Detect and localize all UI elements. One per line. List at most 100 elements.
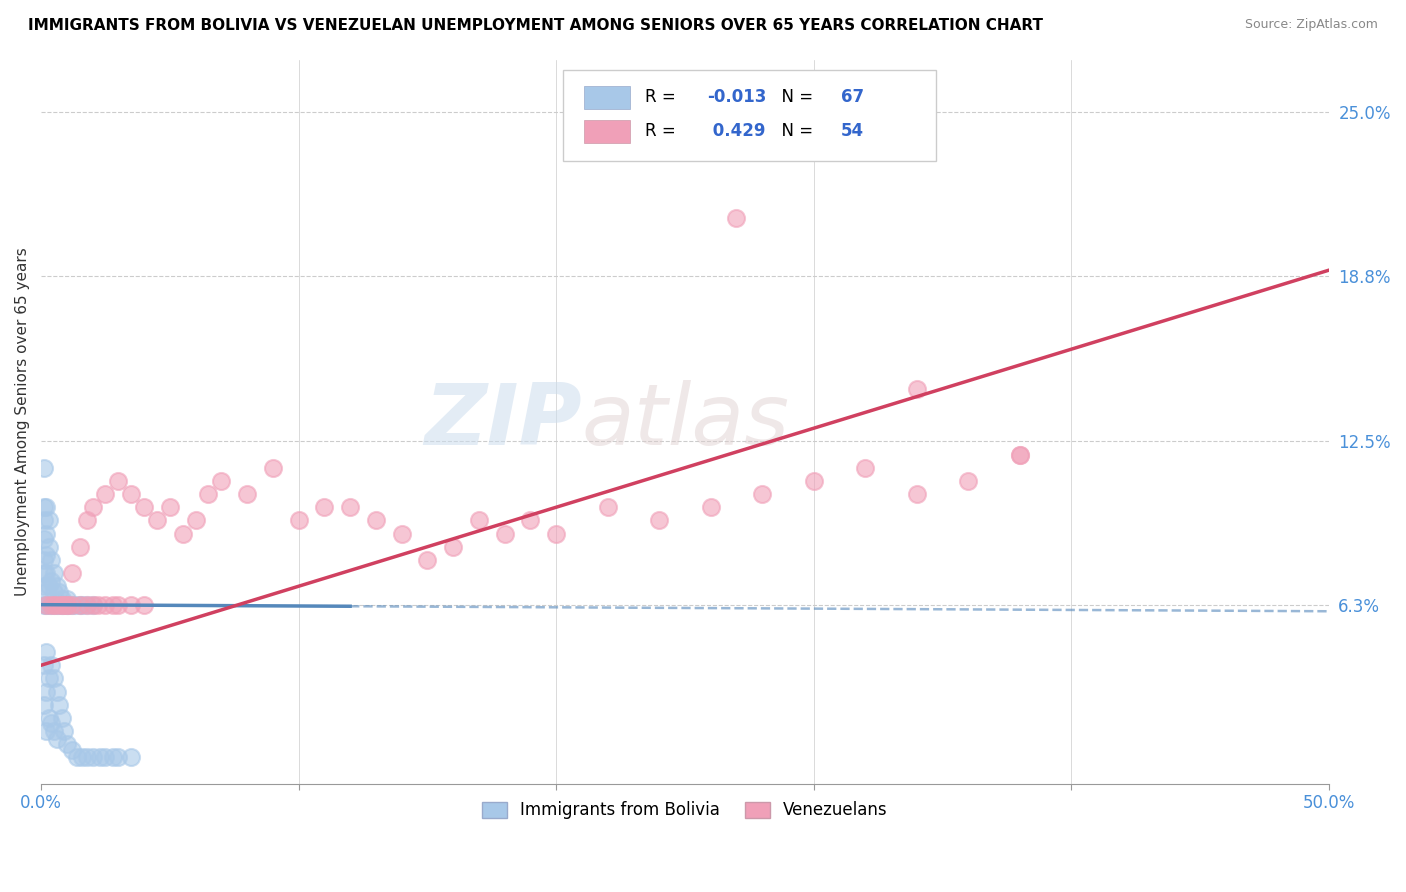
Point <box>94 750 117 764</box>
Point <box>35 548 58 562</box>
Point <box>41 598 63 612</box>
Point <box>172 526 194 541</box>
Point <box>42 724 65 739</box>
Point <box>32 658 55 673</box>
Point <box>35 724 58 739</box>
Point <box>725 211 748 225</box>
Point <box>72 598 94 612</box>
Point <box>82 750 104 764</box>
Point <box>48 598 70 612</box>
Point <box>41 658 63 673</box>
Point <box>339 500 361 515</box>
Point <box>1008 448 1031 462</box>
Text: 67: 67 <box>841 88 863 106</box>
Point <box>441 540 464 554</box>
Point <box>751 487 773 501</box>
Point <box>32 532 55 546</box>
Point <box>48 698 70 712</box>
Point <box>94 598 117 612</box>
Point <box>94 487 117 501</box>
Point <box>42 598 65 612</box>
Point <box>853 460 876 475</box>
Point <box>35 684 58 698</box>
Text: R =: R = <box>645 122 681 140</box>
Point <box>107 474 129 488</box>
Point <box>519 513 541 527</box>
Point <box>42 672 65 686</box>
Point <box>35 598 58 612</box>
Point <box>648 513 671 527</box>
Text: ZIP: ZIP <box>425 380 582 463</box>
Point <box>53 598 76 612</box>
Point <box>41 553 63 567</box>
Point <box>391 526 413 541</box>
Point <box>103 598 125 612</box>
Point <box>45 598 67 612</box>
Point <box>63 598 86 612</box>
Legend: Immigrants from Bolivia, Venezuelans: Immigrants from Bolivia, Venezuelans <box>475 795 894 826</box>
Point <box>197 487 219 501</box>
Point <box>35 584 58 599</box>
Point <box>209 474 232 488</box>
Point <box>494 526 516 541</box>
Point <box>58 598 80 612</box>
Text: IMMIGRANTS FROM BOLIVIA VS VENEZUELAN UNEMPLOYMENT AMONG SENIORS OVER 65 YEARS C: IMMIGRANTS FROM BOLIVIA VS VENEZUELAN UN… <box>28 18 1043 33</box>
Point <box>32 460 55 475</box>
Point <box>60 742 83 756</box>
Point <box>120 598 142 612</box>
Point <box>957 474 980 488</box>
Point <box>38 711 60 725</box>
Point <box>51 598 73 612</box>
Point <box>132 598 155 612</box>
Point <box>184 513 207 527</box>
Point <box>76 598 98 612</box>
Point <box>69 598 91 612</box>
Point <box>56 737 79 751</box>
Text: -0.013: -0.013 <box>707 88 766 106</box>
Point <box>56 598 79 612</box>
Point <box>45 684 67 698</box>
Point <box>132 500 155 515</box>
Point <box>35 598 58 612</box>
Point <box>76 598 98 612</box>
Point <box>51 592 73 607</box>
Text: atlas: atlas <box>582 380 790 463</box>
Point <box>51 598 73 612</box>
Point <box>42 566 65 580</box>
Point <box>32 513 55 527</box>
Point <box>69 598 91 612</box>
Point <box>32 566 55 580</box>
Point <box>103 750 125 764</box>
Y-axis label: Unemployment Among Seniors over 65 years: Unemployment Among Seniors over 65 years <box>15 247 30 596</box>
Point <box>159 500 181 515</box>
Point <box>69 540 91 554</box>
Point <box>76 750 98 764</box>
Point <box>35 566 58 580</box>
Text: R =: R = <box>645 88 681 106</box>
Point <box>1008 448 1031 462</box>
Point <box>82 500 104 515</box>
FancyBboxPatch shape <box>585 86 630 109</box>
Point <box>905 487 928 501</box>
Point <box>38 513 60 527</box>
Point <box>89 750 111 764</box>
Point <box>35 500 58 515</box>
Point <box>416 553 439 567</box>
Point <box>107 598 129 612</box>
Point <box>41 716 63 731</box>
Point <box>32 500 55 515</box>
Point <box>66 750 89 764</box>
Point <box>32 553 55 567</box>
Point <box>60 566 83 580</box>
Point <box>60 598 83 612</box>
Text: Source: ZipAtlas.com: Source: ZipAtlas.com <box>1244 18 1378 31</box>
Point <box>45 579 67 593</box>
Point <box>120 487 142 501</box>
Point <box>287 513 309 527</box>
Point <box>45 731 67 746</box>
Point <box>56 592 79 607</box>
Point <box>38 579 60 593</box>
Text: N =: N = <box>770 88 818 106</box>
Point <box>72 750 94 764</box>
Point <box>76 513 98 527</box>
